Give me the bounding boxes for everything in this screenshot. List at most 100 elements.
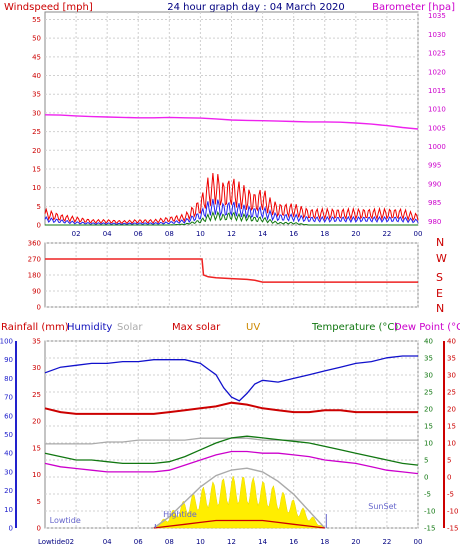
panel1-axis-labels: 02 04 06 08 10 12 14 16 18 20 22 000510152025303540… — [32, 12, 446, 238]
x-tick-label: 00 — [414, 230, 423, 238]
x-tick-label: 14 — [258, 230, 267, 238]
dewpoint-tick-label: 20 — [447, 406, 456, 414]
right-axis-label: Barometer [hpa] — [372, 2, 455, 13]
compass-label: W — [436, 252, 447, 265]
temp-tick-label: 10 — [424, 440, 433, 448]
x-tick-label: 06 — [134, 230, 143, 238]
temp-tick-label: 0 — [424, 474, 428, 482]
rain-tick-label: 30 — [32, 364, 41, 372]
dir-tick-label: 270 — [28, 256, 41, 264]
max-solar-arc — [153, 467, 326, 529]
humidity-tick-label: 50 — [4, 431, 13, 439]
x-tick-label: 10 — [196, 538, 205, 546]
left-tick-label: 10 — [32, 184, 41, 192]
left-tick-label: 15 — [32, 165, 41, 173]
right-tick-label: 1010 — [428, 106, 446, 114]
panel2-grid — [45, 242, 419, 308]
right-tick-label: 1030 — [428, 31, 446, 39]
x-tick-label: Lowtide02 — [38, 538, 74, 546]
x-tick-label: 16 — [289, 538, 298, 546]
rain-tick-label: 10 — [32, 471, 41, 479]
left-tick-label: 20 — [32, 147, 41, 155]
right-tick-label: 995 — [428, 162, 441, 170]
x-tick-label: 02 — [72, 230, 81, 238]
temp-tick-label: -10 — [424, 508, 435, 516]
x-tick-label: 10 — [196, 230, 205, 238]
wind-barometer-panel: Windspeed [mph] 24 hour graph day : 04 M… — [4, 2, 455, 238]
x-tick-label: 04 — [103, 538, 112, 546]
dewpoint-tick-label: -5 — [447, 491, 454, 499]
left-tick-label: 0 — [37, 222, 41, 230]
dir-tick-label: 180 — [28, 272, 41, 280]
x-tick-label: 00 — [414, 538, 423, 546]
left-tick-label: 50 — [32, 35, 41, 43]
legend-label: Rainfall (mm) — [1, 322, 69, 333]
x-tick-label: 18 — [320, 538, 329, 546]
dewpoint-tick-label: 0 — [447, 474, 451, 482]
humidity-tick-label: 0 — [9, 525, 13, 533]
panel3-marks — [44, 355, 419, 529]
left-axis-label: Windspeed [mph] — [4, 2, 93, 13]
panel2-marks — [45, 258, 418, 283]
dir-tick-label: 90 — [32, 288, 41, 296]
panel1-marks — [44, 114, 419, 226]
rain-tick-label: 5 — [37, 498, 41, 506]
humidity-tick-label: 10 — [4, 506, 13, 514]
dewpoint-tick-label: -10 — [447, 508, 458, 516]
dewpoint-tick-label: 25 — [447, 389, 456, 397]
right-tick-label: 980 — [428, 218, 441, 226]
legend-label: Temperature (°C) — [311, 322, 398, 333]
panel3-grid — [45, 340, 419, 529]
x-tick-label: 04 — [103, 230, 112, 238]
dewpoint-tick-label: -15 — [447, 525, 458, 533]
humidity-tick-label: 80 — [4, 375, 13, 383]
legend-label: Solar — [117, 322, 143, 333]
dewpoint-tick-label: 30 — [447, 372, 456, 380]
left-tick-label: 30 — [32, 109, 41, 117]
wind-lull-line — [45, 210, 418, 226]
wind-direction-line — [45, 258, 418, 283]
legend-label: Dew Point (°C) — [394, 322, 460, 333]
right-tick-label: 1015 — [428, 87, 446, 95]
left-tick-label: 55 — [32, 16, 41, 24]
tide-sun-annotation: SunSet — [368, 502, 396, 511]
dewpoint-tick-label: 5 — [447, 457, 451, 465]
temp-tick-label: 25 — [424, 389, 433, 397]
temp-tick-label: 20 — [424, 406, 433, 414]
dir-tick-label: 0 — [37, 304, 41, 312]
temperature-c-line — [44, 435, 419, 466]
dewpoint-tick-label: 35 — [447, 355, 456, 363]
left-tick-label: 25 — [32, 128, 41, 136]
humidity-tick-label: 20 — [4, 487, 13, 495]
rain-tick-label: 35 — [32, 338, 41, 346]
humidity-tick-label: 100 — [0, 338, 13, 346]
x-tick-label: 12 — [227, 538, 236, 546]
x-tick-label: 22 — [382, 230, 391, 238]
x-tick-label: 16 — [289, 230, 298, 238]
rain-tick-label: 15 — [32, 444, 41, 452]
x-tick-label: 08 — [165, 230, 174, 238]
rain-tick-label: 0 — [37, 525, 41, 533]
wind-average-line — [44, 198, 419, 225]
x-tick-label: 20 — [351, 230, 360, 238]
temp-tick-label: 30 — [424, 372, 433, 380]
panel3-axis-labels: Lowtide02 04 06 08 10 12 14 16 18 20 22 00010203040… — [0, 338, 458, 547]
humidity-tick-label: 30 — [4, 468, 13, 476]
right-tick-label: 1025 — [428, 50, 446, 58]
panel1-grid — [45, 12, 419, 226]
chart-title: 24 hour graph day : 04 March 2020 — [167, 2, 345, 13]
temp-tick-label: 5 — [424, 457, 428, 465]
left-tick-label: 35 — [32, 91, 41, 99]
dewpoint-tick-label: 10 — [447, 440, 456, 448]
dir-tick-label: 360 — [28, 240, 41, 248]
compass-label: N — [436, 302, 444, 315]
barometer-line — [44, 114, 419, 130]
compass-label: E — [436, 287, 443, 300]
right-tick-label: 985 — [428, 199, 441, 207]
left-tick-label: 45 — [32, 53, 41, 61]
legend-label: Humidity — [67, 322, 112, 333]
temp-tick-label: 35 — [424, 355, 433, 363]
temp-tick-label: 40 — [424, 338, 433, 346]
